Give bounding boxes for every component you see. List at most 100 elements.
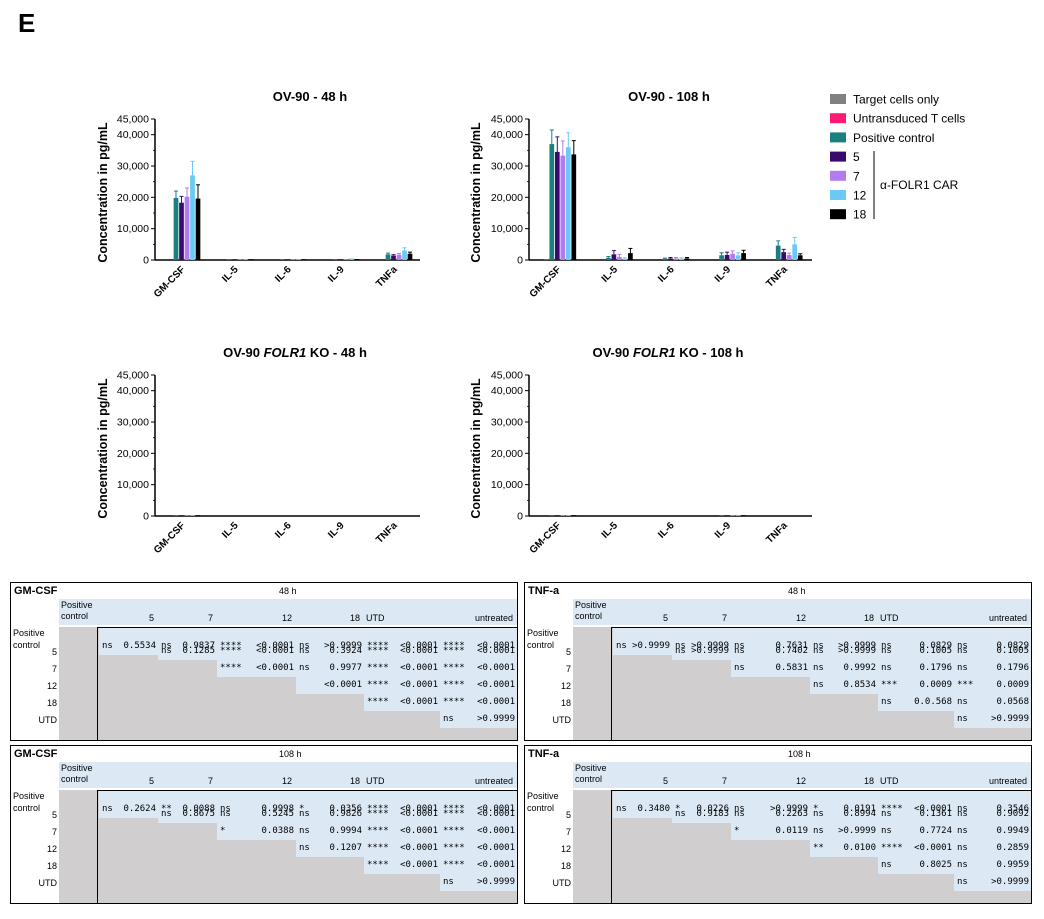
p-value: >0.9999: [838, 641, 876, 651]
significance: ns: [299, 646, 310, 656]
y-axis-label: Concentration in pg/mL: [96, 122, 110, 263]
significance: ****: [443, 826, 465, 836]
row-header: 5: [51, 647, 57, 657]
chart-title-part: FOLR1: [633, 345, 676, 360]
significance: ****: [220, 641, 242, 651]
row-header: Positive control: [527, 791, 559, 813]
x-tick-label: GM-CSF: [528, 264, 564, 300]
significance: ****: [881, 804, 903, 814]
stat-table: TNF-a 108 h Positive control 5 7 12 18 UTD untre…: [524, 745, 1032, 904]
chart-title: OV-90 - 108 h: [628, 89, 710, 104]
col-header: untreated: [474, 776, 513, 786]
significance: ns: [957, 697, 968, 707]
p-value: 0.5534: [123, 641, 156, 651]
significance: ****: [367, 860, 389, 870]
p-value: 0.9092: [996, 809, 1029, 819]
p-value: 0.0009: [996, 680, 1029, 690]
row-band: [672, 806, 1031, 823]
significance: ns: [957, 843, 968, 853]
p-value: 0.9992: [843, 663, 876, 673]
significance: ns: [616, 641, 627, 651]
chart-title-part: KO - 108 h: [676, 345, 744, 360]
legend-label: 12: [853, 189, 867, 203]
significance: ns: [881, 697, 892, 707]
stat-table-time: 48 h: [279, 586, 297, 596]
row-header: UTD: [552, 878, 572, 888]
row-band: [158, 806, 517, 823]
matrix-border: [97, 790, 517, 903]
header-band: [59, 599, 517, 625]
significance: ns: [443, 714, 454, 724]
row-header: 7: [565, 664, 571, 674]
significance: ns: [675, 646, 686, 656]
p-value: <0.0001: [400, 843, 438, 853]
x-tick-label: IL-5: [220, 520, 241, 541]
bar: [173, 515, 179, 516]
stat-table: GM-CSF 48 h Positive control 5 7 12 18 UTD untre…: [10, 582, 518, 741]
significance: ns: [881, 641, 892, 651]
col-header: 12: [281, 776, 292, 786]
p-value: 0.9949: [996, 826, 1029, 836]
bar: [179, 515, 184, 516]
p-value: 0.7631: [775, 641, 808, 651]
x-tick-label: IL-6: [656, 264, 677, 285]
significance: ****: [367, 646, 389, 656]
row-header: UTD: [38, 715, 58, 725]
bar: [611, 254, 617, 260]
bar: [285, 259, 290, 260]
col-header: 5: [148, 776, 154, 786]
col-header: UTD: [880, 613, 899, 623]
significance: ns: [102, 804, 113, 814]
chart-3: OV-90 FOLR1 KO - 48 h 0 10,000 20,000 30,000…: [96, 345, 420, 556]
significance: ns: [957, 646, 968, 656]
significance: ***: [881, 680, 898, 690]
significance: ****: [443, 809, 465, 819]
header-band: [573, 762, 1031, 788]
col-header: 12: [281, 613, 292, 623]
row-band: [878, 694, 1031, 711]
chart-title-part: FOLR1: [264, 345, 307, 360]
bar: [396, 254, 402, 260]
legend-swatch: [830, 209, 846, 220]
significance: ****: [443, 697, 465, 707]
bar: [179, 202, 184, 260]
significance: ns: [734, 641, 745, 651]
row-band: [878, 857, 1031, 874]
y-tick-label: 45,000: [117, 114, 149, 126]
p-value: <0.0001: [477, 809, 515, 819]
legend-swatch: [830, 113, 846, 124]
significance: **: [161, 804, 172, 814]
col-header: 18: [349, 776, 360, 786]
significance: *: [734, 826, 740, 836]
significance: ns: [957, 663, 968, 673]
bar: [226, 259, 232, 260]
legend-swatch: [830, 151, 846, 162]
row-band: [440, 711, 517, 728]
significance: ns: [220, 809, 231, 819]
p-value: 0.9994: [329, 826, 362, 836]
col-header: 5: [662, 613, 668, 623]
p-value: 0.0191: [843, 804, 876, 814]
x-tick-label: TNFa: [764, 264, 790, 290]
y-axis-label: Concentration in pg/mL: [469, 122, 483, 263]
chart-4: OV-90 FOLR1 KO - 108 h 0 10,000 20,000 30,00…: [469, 345, 812, 556]
p-value: 0.8994: [843, 809, 876, 819]
row-band: [731, 660, 1031, 677]
p-value: <0.0001: [477, 663, 515, 673]
bar: [565, 147, 571, 260]
significance: ****: [367, 663, 389, 673]
matrix-border: [97, 627, 517, 740]
bar: [354, 259, 360, 260]
chart-1: OV-90 - 48 h 0 10,000 20,000 30,000 40,000 45,…: [96, 89, 420, 300]
p-value: <0.0001: [400, 860, 438, 870]
p-value: <0.0001: [477, 697, 515, 707]
bar: [775, 245, 781, 260]
x-tick-label: IL-6: [656, 520, 677, 541]
significance: ****: [367, 826, 389, 836]
p-value: 0.0009: [919, 680, 952, 690]
p-value: 0.9837: [182, 641, 215, 651]
p-value: 0.1796: [919, 663, 952, 673]
row-header: 5: [565, 810, 571, 820]
chart-title: OV-90 FOLR1 KO - 48 h: [223, 345, 367, 360]
p-value: <0.0001: [914, 843, 952, 853]
